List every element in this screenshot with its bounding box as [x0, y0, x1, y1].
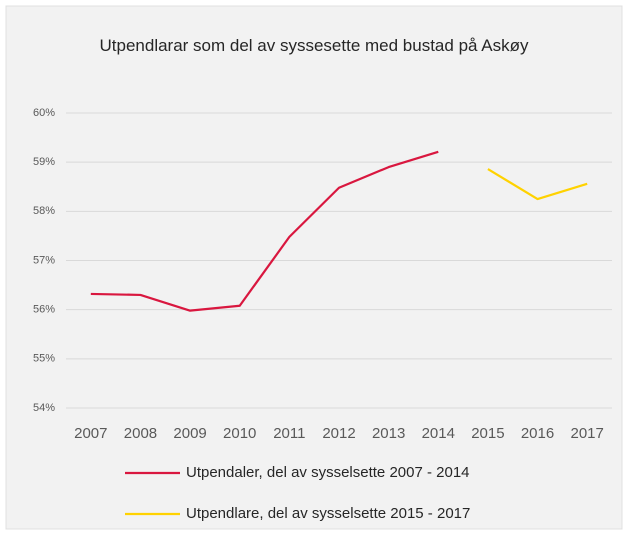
y-tick-label: 60%: [33, 107, 55, 119]
chart-background: [5, 5, 623, 530]
y-tick-label: 58%: [33, 205, 55, 217]
y-tick-label: 56%: [33, 304, 55, 316]
legend-label: Utpendlare, del av sysselsette 2015 - 20…: [186, 505, 470, 522]
x-tick-label: 2008: [124, 425, 157, 442]
x-tick-label: 2014: [422, 425, 455, 442]
x-tick-label: 2011: [273, 425, 305, 442]
y-tick-label: 54%: [33, 402, 55, 414]
x-tick-label: 2007: [74, 425, 107, 442]
x-tick-label: 2013: [372, 425, 405, 442]
x-tick-label: 2012: [322, 425, 355, 442]
x-tick-label: 2009: [173, 425, 206, 442]
series-line: [90, 150, 439, 312]
y-tick-label: 57%: [33, 254, 55, 266]
series-line: [487, 168, 588, 201]
y-tick-label: 59%: [33, 156, 55, 168]
x-tick-label: 2015: [471, 425, 504, 442]
x-tick-label: 2017: [570, 425, 603, 442]
x-tick-label: 2010: [223, 425, 256, 442]
legend-label: Utpendaler, del av sysselsette 2007 - 20…: [186, 464, 470, 481]
x-tick-label: 2016: [521, 425, 554, 442]
chart-title: Utpendlarar som del av syssesette med bu…: [99, 36, 529, 55]
y-tick-label: 55%: [33, 353, 55, 365]
